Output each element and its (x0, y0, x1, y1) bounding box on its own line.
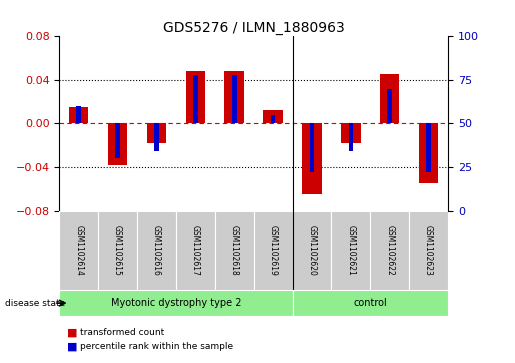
Text: transformed count: transformed count (80, 328, 164, 337)
Text: GSM1102618: GSM1102618 (230, 225, 238, 276)
Text: GSM1102621: GSM1102621 (347, 225, 355, 276)
Text: GSM1102620: GSM1102620 (307, 225, 316, 276)
Bar (59, 211, 98, 290)
Bar (349, 123, 353, 151)
Text: Myotonic dystrophy type 2: Myotonic dystrophy type 2 (111, 298, 241, 308)
Text: disease state: disease state (5, 299, 65, 307)
Bar (154, 123, 159, 151)
Title: GDS5276 / ILMN_1880963: GDS5276 / ILMN_1880963 (163, 21, 345, 35)
Text: percentile rank within the sample: percentile rank within the sample (80, 342, 233, 351)
Bar (193, 75, 198, 123)
Bar (370, 211, 409, 290)
Bar (185, 71, 205, 123)
Text: GSM1102616: GSM1102616 (152, 225, 161, 276)
Bar (332, 211, 370, 290)
Bar (310, 123, 314, 172)
Bar (108, 123, 127, 165)
Text: control: control (353, 298, 387, 308)
Bar (387, 89, 392, 123)
Text: ■: ■ (67, 327, 77, 337)
Bar (232, 75, 236, 123)
Text: GSM1102615: GSM1102615 (113, 225, 122, 276)
Bar (147, 123, 166, 143)
Text: GSM1102614: GSM1102614 (74, 225, 83, 276)
Text: GSM1102617: GSM1102617 (191, 225, 200, 276)
Text: ■: ■ (67, 342, 77, 352)
Bar (271, 115, 276, 123)
Bar (293, 290, 448, 316)
Bar (380, 74, 400, 123)
Bar (225, 71, 244, 123)
Bar (419, 123, 438, 183)
Bar (293, 211, 332, 290)
Bar (176, 211, 215, 290)
Text: GSM1102619: GSM1102619 (269, 225, 278, 276)
Bar (69, 107, 89, 123)
Bar (426, 123, 431, 172)
Bar (115, 123, 120, 158)
Bar (302, 123, 322, 194)
Bar (98, 211, 137, 290)
Text: GSM1102623: GSM1102623 (424, 225, 433, 276)
Bar (409, 211, 448, 290)
Bar (263, 110, 283, 123)
Bar (215, 211, 253, 290)
Bar (59, 290, 293, 316)
Text: GSM1102622: GSM1102622 (385, 225, 394, 276)
Bar (253, 211, 293, 290)
Bar (341, 123, 360, 143)
Bar (76, 106, 81, 123)
Bar (137, 211, 176, 290)
